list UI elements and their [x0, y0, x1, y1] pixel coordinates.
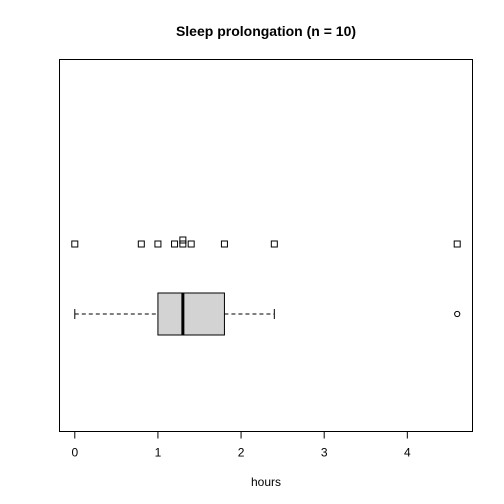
- x-tick-label: 4: [404, 446, 411, 460]
- x-tick-label: 0: [71, 446, 78, 460]
- x-axis-title: hours: [251, 475, 281, 489]
- x-tick-label: 1: [155, 446, 162, 460]
- x-tick-label: 2: [238, 446, 245, 460]
- box-iqr: [158, 293, 225, 335]
- x-tick-label: 3: [321, 446, 328, 460]
- chart-title: Sleep prolongation (n = 10): [176, 23, 356, 39]
